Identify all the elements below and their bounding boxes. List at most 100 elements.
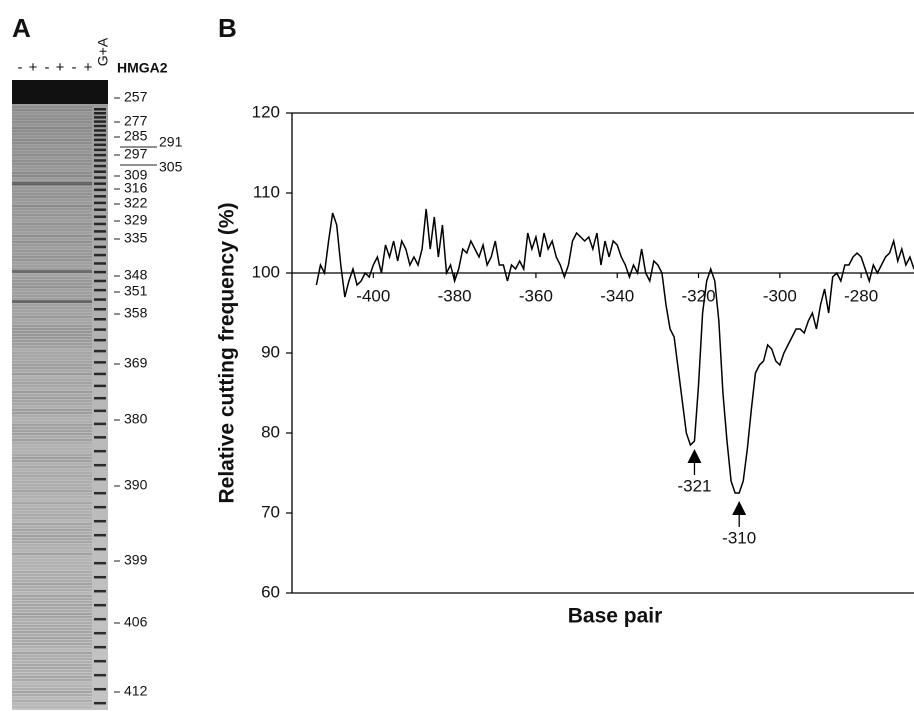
marker-label: 399 bbox=[124, 552, 148, 568]
lane-label: - bbox=[72, 59, 77, 76]
x-axis-title: Base pair bbox=[568, 605, 663, 628]
gel-smear bbox=[12, 127, 92, 129]
marker-label: 329 bbox=[124, 212, 148, 228]
y-tick-label: 120 bbox=[252, 102, 280, 121]
gel-smear bbox=[12, 304, 92, 306]
gel-smear bbox=[12, 193, 92, 195]
ladder-band bbox=[94, 164, 106, 168]
marker-label: 369 bbox=[124, 355, 148, 371]
ladder-band bbox=[94, 288, 106, 292]
gel-band bbox=[12, 182, 92, 185]
gel-smear bbox=[12, 115, 92, 117]
gel-smear bbox=[12, 487, 92, 489]
gel-smear bbox=[12, 478, 92, 480]
marker-label: 348 bbox=[124, 267, 148, 283]
gel-smear bbox=[12, 160, 92, 162]
gel-smear bbox=[12, 118, 92, 120]
gel-smear bbox=[12, 598, 92, 600]
gel-smear bbox=[12, 430, 92, 432]
ladder-band bbox=[94, 396, 106, 400]
gel-smear bbox=[12, 526, 92, 528]
gel-smear bbox=[12, 574, 92, 576]
gel-smear bbox=[12, 562, 92, 564]
gel-smear bbox=[12, 307, 92, 309]
gel-smear bbox=[12, 508, 92, 510]
gel-smear bbox=[12, 646, 92, 648]
gel-smear bbox=[12, 703, 92, 705]
marker-label: 335 bbox=[124, 230, 148, 246]
gel-smear bbox=[12, 643, 92, 645]
gel-smear bbox=[12, 682, 92, 684]
gel-smear bbox=[12, 148, 92, 150]
gel-bands bbox=[12, 106, 106, 708]
ladder-band bbox=[94, 449, 106, 453]
gel-smear bbox=[12, 607, 92, 609]
ladder-band bbox=[94, 188, 106, 192]
lane-label: - bbox=[45, 59, 50, 76]
gel-smear bbox=[12, 604, 92, 606]
gel-smear bbox=[12, 367, 92, 369]
gel-smear bbox=[12, 340, 92, 342]
ladder-band bbox=[94, 533, 106, 537]
ladder-band bbox=[94, 631, 106, 635]
ladder-band bbox=[94, 701, 106, 705]
annotation-label: -321 bbox=[677, 476, 711, 495]
ladder-band bbox=[94, 409, 106, 413]
gel-smear bbox=[12, 289, 92, 291]
lane-label: + bbox=[56, 59, 65, 76]
ladder-band bbox=[94, 477, 106, 481]
gel-smear bbox=[12, 343, 92, 345]
gel-smear bbox=[12, 187, 92, 189]
y-tick-label: 110 bbox=[253, 182, 280, 201]
ladder-band bbox=[94, 120, 106, 123]
gel-smear bbox=[12, 655, 92, 657]
panel-label: A bbox=[12, 13, 31, 43]
gel-band bbox=[12, 270, 92, 273]
gel-smear bbox=[12, 523, 92, 525]
gel-smear bbox=[12, 403, 92, 405]
lane-label: - bbox=[18, 59, 23, 76]
gel-smear bbox=[12, 667, 92, 669]
ladder-band bbox=[94, 575, 106, 579]
x-tick-label: -300 bbox=[763, 286, 797, 305]
gel-smear bbox=[12, 460, 92, 462]
gel-smear bbox=[12, 664, 92, 666]
gel-smear bbox=[12, 322, 92, 324]
gel-smear bbox=[12, 130, 92, 132]
ladder-band bbox=[94, 463, 106, 467]
y-axis-title: Relative cutting frequency (%) bbox=[216, 202, 239, 503]
gel-smear bbox=[12, 490, 92, 492]
gel-smear bbox=[12, 433, 92, 435]
marker-label: 285 bbox=[124, 128, 148, 144]
ladder-band bbox=[94, 372, 106, 376]
marker-label: 316 bbox=[124, 180, 148, 196]
ladder-band bbox=[94, 328, 106, 331]
gel-smear bbox=[12, 226, 92, 228]
gel-smear bbox=[12, 610, 92, 612]
gel-smear bbox=[12, 637, 92, 639]
gel-smear bbox=[12, 502, 92, 504]
gel-smear bbox=[12, 373, 92, 375]
ladder-band bbox=[94, 589, 106, 593]
gel-smear bbox=[12, 211, 92, 213]
gel-smear bbox=[12, 652, 92, 654]
gel-smear bbox=[12, 229, 92, 231]
gel-smear bbox=[12, 520, 92, 522]
gel-smear bbox=[12, 268, 92, 270]
gel-smear bbox=[12, 577, 92, 579]
marker-label: 305 bbox=[159, 159, 183, 175]
gel-smear bbox=[12, 451, 92, 453]
ladder-band bbox=[94, 170, 106, 173]
gel-smear bbox=[12, 448, 92, 450]
gel-smear bbox=[12, 406, 92, 408]
x-tick-label: -280 bbox=[844, 286, 878, 305]
gel-smear bbox=[12, 619, 92, 621]
ladder-band bbox=[94, 645, 106, 649]
gel-smear bbox=[12, 232, 92, 234]
gel-smear bbox=[12, 199, 92, 201]
ladder-band bbox=[94, 659, 106, 663]
ladder-band bbox=[94, 222, 106, 226]
gel-smear bbox=[12, 376, 92, 378]
gel-smear bbox=[12, 565, 92, 567]
gel-smear bbox=[12, 337, 92, 339]
